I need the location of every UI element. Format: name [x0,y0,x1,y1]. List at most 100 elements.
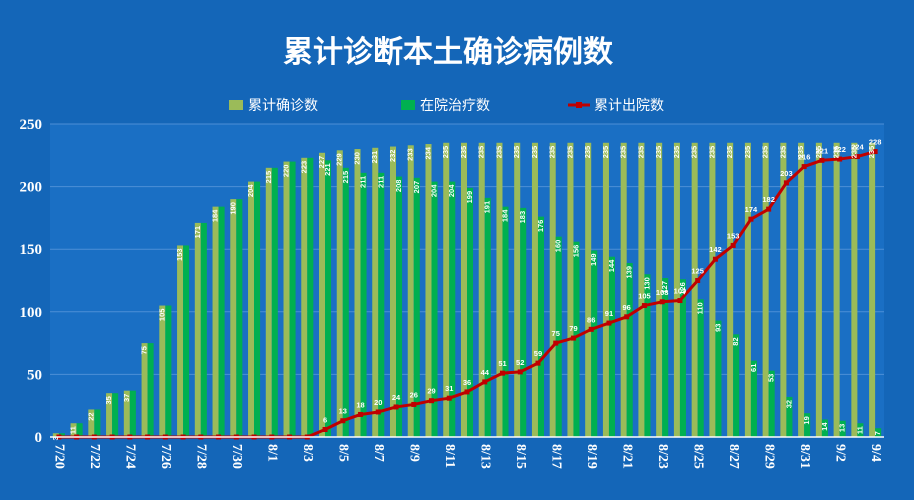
x-tick-label: 8/21 [619,444,634,469]
bar-cumulative-confirmed [52,433,59,437]
data-label-in-hospital: 204 [447,184,456,197]
data-label-cumulative-discharged: 59 [534,349,542,358]
bar-in-hospital [875,428,882,437]
x-tick-label: 8/23 [655,444,670,469]
x-tick-label: 8/5 [336,444,351,462]
bar-cumulative-confirmed [531,142,538,437]
data-label-cumulative-confirmed: 235 [583,146,592,159]
data-label-cumulative-discharged: 6 [323,415,327,424]
bar-cumulative-confirmed [496,142,503,437]
bar-cumulative-confirmed [70,423,77,437]
data-label-in-hospital: 204 [430,184,439,197]
data-label-cumulative-discharged: 79 [569,324,577,333]
y-tick-label: 150 [20,242,43,258]
data-label-in-hospital: 61 [749,364,758,372]
bar-in-hospital [76,423,83,437]
data-label-cumulative-confirmed: 35 [104,396,113,404]
data-label-cumulative-confirmed: 171 [193,226,202,239]
bar-in-hospital [254,181,261,437]
bar-cumulative-confirmed [673,142,680,437]
point-discharged [588,326,594,332]
bar-cumulative-confirmed [106,393,113,437]
data-label-cumulative-discharged: 18 [356,400,364,409]
data-label-cumulative-discharged: 91 [605,309,613,318]
bar-in-hospital [697,299,704,437]
data-label-cumulative-confirmed: 223 [299,161,308,174]
bar-in-hospital [715,320,722,437]
bar-cumulative-confirmed [159,305,166,437]
bar-in-hospital [378,172,385,437]
bar-cumulative-confirmed [691,142,698,437]
x-tick-label: 8/1 [265,444,280,462]
bar-cumulative-confirmed [549,142,556,437]
bar-cumulative-confirmed [88,409,95,437]
data-label-cumulative-confirmed: 235 [690,146,699,159]
data-label-in-hospital: 208 [394,180,403,193]
data-label-in-hospital: 93 [713,324,722,332]
data-label-in-hospital: 211 [359,176,368,188]
data-label-cumulative-discharged: 75 [552,329,560,338]
x-tick-label: 8/7 [371,444,386,462]
bar-in-hospital [396,176,403,438]
data-label-cumulative-discharged: 52 [516,358,524,367]
point-discharged [783,180,789,186]
data-label-cumulative-confirmed: 234 [423,146,432,159]
data-label-in-hospital: 127 [660,281,669,294]
data-label-cumulative-confirmed: 235 [565,146,574,159]
legend-label-cumulative-discharged: 累计出院数 [594,98,664,114]
point-discharged [677,298,683,304]
data-label-cumulative-discharged: 26 [410,390,418,399]
data-label-cumulative-discharged: 31 [445,384,453,393]
data-label-cumulative-confirmed: 235 [761,146,770,159]
data-label-cumulative-confirmed: 231 [370,151,379,164]
point-discharged [535,360,541,366]
x-tick-label: 8/9 [407,444,422,462]
data-label-cumulative-discharged: 13 [339,407,347,416]
data-label-in-hospital: 110 [696,302,705,314]
bar-in-hospital [342,167,349,437]
data-label-cumulative-discharged: 96 [623,303,631,312]
point-discharged [624,314,630,320]
data-label-cumulative-confirmed: 235 [459,146,468,159]
legend-swatch-marker-discharged [576,102,582,108]
data-label-cumulative-discharged: 51 [498,359,506,368]
bar-in-hospital [218,206,225,437]
point-discharged [766,206,772,212]
point-discharged [695,278,701,283]
bar-in-hospital [644,274,651,437]
data-label-cumulative-discharged: 182 [762,195,775,204]
data-label-cumulative-confirmed: 232 [388,150,397,163]
bar-in-hospital [768,370,775,437]
point-discharged [553,340,559,346]
data-label-in-hospital: 156 [571,245,580,258]
bar-cumulative-confirmed [177,245,184,437]
data-label-cumulative-confirmed: 235 [441,146,450,159]
data-label-in-hospital: 14 [820,422,829,431]
data-label-cumulative-confirmed: 230 [352,152,361,165]
point-discharged [570,335,576,341]
data-label-in-hospital: 53 [767,374,776,382]
data-label-cumulative-discharged: 44 [481,368,490,377]
bar-cumulative-confirmed [709,142,716,437]
bar-in-hospital [325,160,332,438]
x-tick-label: 8/15 [513,444,528,469]
x-tick-label: 7/24 [123,444,138,469]
data-label-cumulative-discharged: 125 [691,267,704,276]
point-discharged [730,242,736,248]
y-tick-label: 0 [35,430,43,446]
data-label-cumulative-discharged: 222 [833,145,846,154]
x-tick-label: 8/31 [797,444,812,469]
data-label-cumulative-discharged: 228 [869,138,882,147]
bar-cumulative-confirmed [478,142,485,437]
y-tick-label: 50 [27,367,42,383]
bar-in-hospital [183,245,190,437]
point-discharged [712,256,718,262]
legend-swatch-cumulative-confirmed [229,100,243,110]
bar-cumulative-confirmed [833,142,840,437]
data-label-cumulative-confirmed: 235 [778,146,787,159]
bar-in-hospital [467,187,474,437]
data-label-cumulative-discharged: 224 [851,143,864,152]
point-discharged [819,157,825,163]
